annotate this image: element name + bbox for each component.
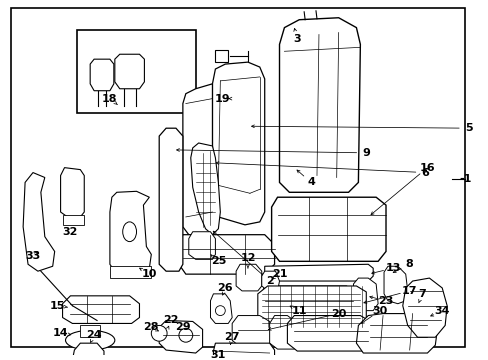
Text: 34: 34 <box>433 306 449 316</box>
Polygon shape <box>215 50 228 62</box>
Polygon shape <box>190 143 220 235</box>
Polygon shape <box>62 296 139 323</box>
Text: 14: 14 <box>53 328 68 338</box>
Polygon shape <box>159 128 183 271</box>
Polygon shape <box>402 278 446 337</box>
Text: 17: 17 <box>401 286 417 296</box>
Polygon shape <box>110 191 151 276</box>
Polygon shape <box>261 286 353 320</box>
Text: 28: 28 <box>143 323 159 332</box>
Polygon shape <box>236 264 261 291</box>
Text: 3: 3 <box>293 35 301 44</box>
Ellipse shape <box>65 330 115 350</box>
Ellipse shape <box>122 222 136 242</box>
Polygon shape <box>115 54 144 89</box>
Polygon shape <box>269 316 297 349</box>
Polygon shape <box>261 271 279 291</box>
Text: 29: 29 <box>175 323 190 332</box>
Text: 33: 33 <box>25 251 41 261</box>
Text: 25: 25 <box>210 256 225 266</box>
Text: 19: 19 <box>214 94 230 104</box>
Text: 18: 18 <box>102 94 118 104</box>
Text: 30: 30 <box>372 306 387 316</box>
Text: 24: 24 <box>86 330 102 340</box>
Polygon shape <box>383 266 407 304</box>
Polygon shape <box>188 232 215 259</box>
Circle shape <box>215 306 225 316</box>
Bar <box>77 30 195 113</box>
Text: 15: 15 <box>50 301 65 311</box>
Polygon shape <box>179 235 274 274</box>
Polygon shape <box>210 294 232 323</box>
Text: 20: 20 <box>330 309 346 319</box>
Text: 12: 12 <box>240 253 255 264</box>
Polygon shape <box>232 316 271 347</box>
Text: 6: 6 <box>421 167 428 177</box>
Text: 23: 23 <box>378 296 393 306</box>
Text: 22: 22 <box>163 315 179 325</box>
Polygon shape <box>62 215 84 225</box>
Polygon shape <box>356 314 436 353</box>
Text: -1: -1 <box>458 175 470 184</box>
Text: 27: 27 <box>224 332 240 342</box>
Polygon shape <box>257 286 366 327</box>
Polygon shape <box>61 168 84 217</box>
Polygon shape <box>271 197 385 261</box>
Text: 4: 4 <box>306 177 314 188</box>
Circle shape <box>179 328 192 342</box>
Text: 16: 16 <box>419 163 434 173</box>
Polygon shape <box>353 278 377 311</box>
Polygon shape <box>264 264 372 281</box>
Polygon shape <box>72 343 104 360</box>
Text: 31: 31 <box>210 350 225 360</box>
Text: 21: 21 <box>271 269 286 279</box>
Text: 32: 32 <box>62 227 78 237</box>
Polygon shape <box>23 172 55 271</box>
Polygon shape <box>80 325 100 337</box>
Text: 8: 8 <box>405 259 413 269</box>
Text: 26: 26 <box>217 283 233 293</box>
Polygon shape <box>110 266 151 278</box>
Polygon shape <box>192 357 275 360</box>
Polygon shape <box>90 59 114 91</box>
Polygon shape <box>287 316 372 351</box>
Text: 2: 2 <box>265 276 273 286</box>
Polygon shape <box>279 18 360 192</box>
Polygon shape <box>213 343 274 360</box>
Text: 10: 10 <box>142 269 157 279</box>
Circle shape <box>151 325 167 341</box>
Text: 7: 7 <box>418 289 426 299</box>
Polygon shape <box>212 62 264 225</box>
Polygon shape <box>159 320 202 353</box>
Text: 13: 13 <box>385 263 400 273</box>
Text: 11: 11 <box>291 306 306 316</box>
Text: 9: 9 <box>362 148 369 158</box>
Polygon shape <box>183 84 218 235</box>
Text: 5: 5 <box>464 123 472 133</box>
